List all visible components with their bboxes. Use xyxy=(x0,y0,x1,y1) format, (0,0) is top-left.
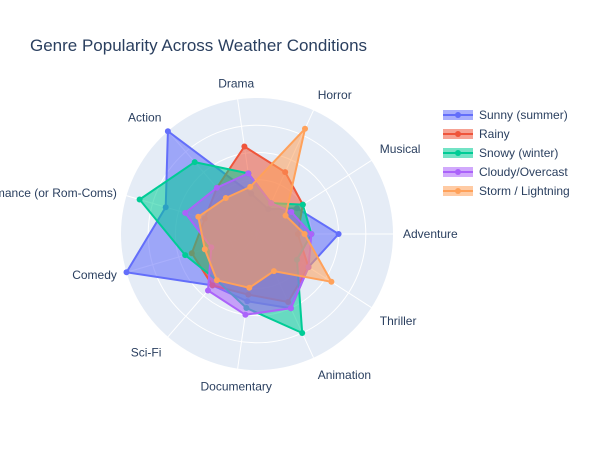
legend-item[interactable]: Cloudy/Overcast xyxy=(443,165,568,179)
data-point xyxy=(242,311,249,318)
chart-title: Genre Popularity Across Weather Conditio… xyxy=(30,36,367,55)
data-point xyxy=(213,184,220,191)
data-point xyxy=(213,277,220,284)
category-label: Romance (or Rom-Coms) xyxy=(0,186,117,200)
legend-item[interactable]: Sunny (summer) xyxy=(443,108,568,122)
legend-label: Cloudy/Overcast xyxy=(479,165,568,179)
data-point xyxy=(299,201,306,208)
data-point xyxy=(241,143,248,150)
category-label: Musical xyxy=(380,142,421,156)
data-point xyxy=(201,246,208,253)
series-layer xyxy=(123,125,342,336)
legend-marker xyxy=(455,112,461,118)
category-label: Adventure xyxy=(403,227,458,241)
data-point xyxy=(191,159,198,166)
data-point xyxy=(123,269,130,276)
data-point xyxy=(164,128,171,135)
category-label: Sci-Fi xyxy=(131,345,162,359)
legend-marker xyxy=(455,169,461,175)
legend-item[interactable]: Rainy xyxy=(443,127,510,141)
series-area xyxy=(197,127,333,289)
legend-label: Storm / Lightning xyxy=(479,184,570,198)
data-point xyxy=(328,278,335,285)
legend-item[interactable]: Storm / Lightning xyxy=(443,184,570,198)
data-point xyxy=(301,231,308,237)
data-point xyxy=(246,284,253,291)
series-5 xyxy=(195,125,335,291)
legend-label: Snowy (winter) xyxy=(479,146,558,160)
data-point xyxy=(222,195,229,201)
data-point xyxy=(182,252,189,259)
category-label: Comedy xyxy=(72,268,117,282)
legend-marker xyxy=(455,188,461,194)
legend-item[interactable]: Snowy (winter) xyxy=(443,146,558,160)
legend-marker xyxy=(455,150,461,156)
category-label: Thriller xyxy=(380,314,417,328)
data-point xyxy=(247,183,254,190)
category-labels: Adventure Musical Horror Drama Action Romance… xyxy=(0,77,458,394)
data-point xyxy=(308,231,315,237)
data-point xyxy=(195,213,202,220)
data-point xyxy=(270,268,277,275)
category-label: Action xyxy=(128,111,161,125)
category-label: Horror xyxy=(318,88,352,102)
category-label: Documentary xyxy=(201,380,272,394)
data-point xyxy=(335,231,342,237)
data-point xyxy=(245,170,252,177)
legend-label: Sunny (summer) xyxy=(479,108,568,122)
legend-label: Rainy xyxy=(479,127,510,141)
data-point xyxy=(287,305,294,312)
data-point xyxy=(136,196,143,203)
data-point xyxy=(299,330,306,336)
data-point xyxy=(302,125,308,132)
data-point xyxy=(182,209,189,216)
data-point xyxy=(282,212,289,219)
category-label: Drama xyxy=(218,77,254,91)
legend-marker xyxy=(455,131,461,137)
data-point xyxy=(288,208,295,215)
category-label: Animation xyxy=(318,368,371,382)
legend: Sunny (summer) Rainy Snowy (winter) Cloudy/… xyxy=(443,108,570,198)
data-point xyxy=(205,287,211,294)
